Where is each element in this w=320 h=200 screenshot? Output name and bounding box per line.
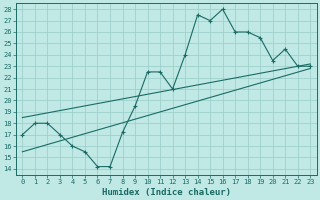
X-axis label: Humidex (Indice chaleur): Humidex (Indice chaleur)	[102, 188, 231, 197]
